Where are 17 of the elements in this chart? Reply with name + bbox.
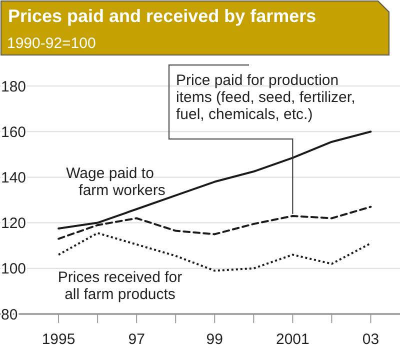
- chart-subtitle: 1990-92=100: [7, 35, 96, 52]
- y-tick-label: 80: [1, 306, 18, 324]
- x-tick-label: 99: [206, 331, 223, 348]
- y-tick-label: 140: [1, 169, 26, 186]
- y-tick-label: 100: [1, 260, 26, 278]
- y-tick-label: 120: [1, 215, 26, 232]
- x-tick-label: 2001: [276, 331, 310, 348]
- series-label: Prices received for all farm products: [58, 269, 182, 303]
- x-tick-label: 1995: [42, 331, 76, 348]
- y-tick-label: 160: [1, 124, 26, 141]
- line-series: [58, 232, 372, 272]
- x-tick-label: 03: [362, 331, 380, 348]
- chart-title: Prices paid and received by farmers: [8, 6, 316, 26]
- text: Price paid for production items (feed, seed, fertilizer, fuel, chemicals, etc.): [176, 72, 356, 123]
- x-tick-label: 97: [128, 331, 145, 348]
- y-tick-label: 180: [1, 78, 26, 96]
- series-label: Wage paid to farm workers: [66, 165, 166, 199]
